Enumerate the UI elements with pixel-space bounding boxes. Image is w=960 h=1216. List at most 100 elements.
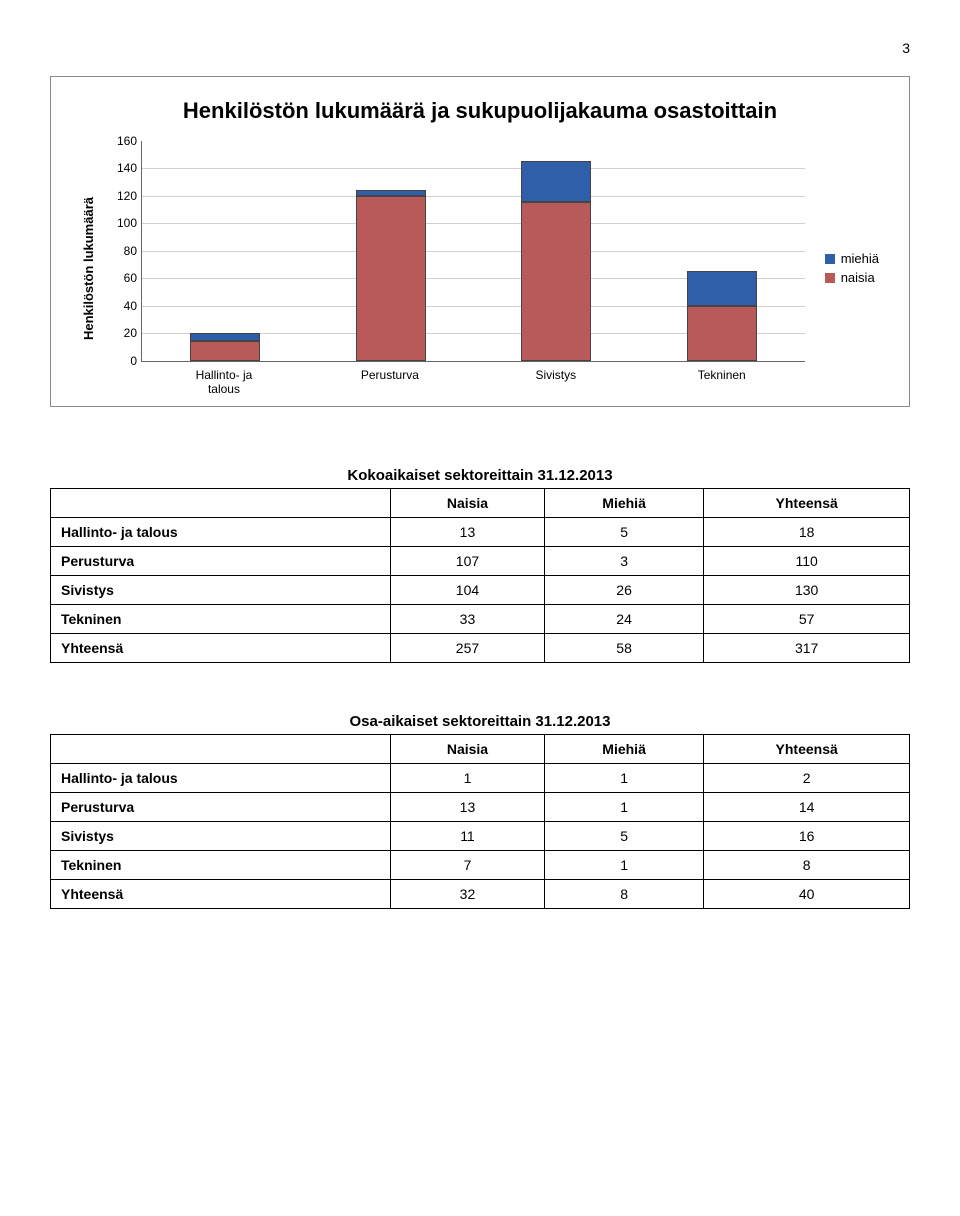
legend-swatch (825, 254, 835, 264)
data-cell: 13 (391, 793, 545, 822)
data-cell: 7 (391, 851, 545, 880)
y-tick: 140 (107, 161, 137, 175)
data-cell: 1 (544, 851, 704, 880)
data-cell: 1 (544, 764, 704, 793)
table-header-cell: Miehiä (544, 735, 704, 764)
row-label-cell: Tekninen (51, 851, 391, 880)
table-header-cell: Yhteensä (704, 735, 910, 764)
bars-row (142, 141, 805, 361)
bar-segment (521, 202, 591, 360)
data-cell: 2 (704, 764, 910, 793)
y-tick: 100 (107, 216, 137, 230)
y-tick: 80 (107, 244, 137, 258)
data-cell: 3 (544, 547, 704, 576)
legend-label: miehiä (841, 251, 879, 266)
table-row: Yhteensä32840 (51, 880, 910, 909)
table-header-cell (51, 489, 391, 518)
table-header-cell: Miehiä (544, 489, 704, 518)
bar-group (521, 161, 591, 360)
table-row: Sivistys11516 (51, 822, 910, 851)
bar-segment (521, 161, 591, 202)
table1-title: Kokoaikaiset sektoreittain 31.12.2013 (50, 467, 910, 484)
data-cell: 1 (391, 764, 545, 793)
table-kokoaikaiset: NaisiaMiehiäYhteensäHallinto- ja talous1… (50, 488, 910, 663)
y-tick: 160 (107, 134, 137, 148)
data-cell: 24 (544, 605, 704, 634)
row-label-cell: Yhteensä (51, 880, 391, 909)
data-cell: 8 (544, 880, 704, 909)
row-label-cell: Hallinto- ja talous (51, 764, 391, 793)
row-label-cell: Sivistys (51, 576, 391, 605)
data-cell: 5 (544, 518, 704, 547)
data-cell: 26 (544, 576, 704, 605)
plot-area: 020406080100120140160 (141, 141, 805, 362)
table-row: Perusturva1073110 (51, 547, 910, 576)
y-tick: 40 (107, 299, 137, 313)
row-label-cell: Hallinto- ja talous (51, 518, 391, 547)
row-label-cell: Sivistys (51, 822, 391, 851)
data-cell: 317 (704, 634, 910, 663)
bar-segment (190, 341, 260, 360)
table-header-cell: Naisia (391, 489, 545, 518)
legend-swatch (825, 273, 835, 283)
data-cell: 32 (391, 880, 545, 909)
table-row: Yhteensä25758317 (51, 634, 910, 663)
x-axis-labels: Hallinto- ja talous Perusturva Sivistys Tek… (141, 368, 805, 397)
legend-label: naisia (841, 270, 875, 285)
data-cell: 130 (704, 576, 910, 605)
data-cell: 18 (704, 518, 910, 547)
data-cell: 257 (391, 634, 545, 663)
row-label-cell: Perusturva (51, 793, 391, 822)
data-cell: 11 (391, 822, 545, 851)
bar-segment (356, 196, 426, 361)
data-cell: 107 (391, 547, 545, 576)
bar-group (356, 190, 426, 361)
table-header-cell (51, 735, 391, 764)
table-row: Perusturva13114 (51, 793, 910, 822)
data-cell: 13 (391, 518, 545, 547)
table-row: Tekninen718 (51, 851, 910, 880)
legend: miehiä naisia (825, 247, 879, 289)
table-header-cell: Yhteensä (704, 489, 910, 518)
chart-container: Henkilöstön lukumäärä ja sukupuolijakaum… (50, 76, 910, 407)
x-tick-label: Perusturva (345, 368, 435, 397)
x-tick-label: Sivistys (511, 368, 601, 397)
bar-segment (190, 333, 260, 341)
y-axis-label: Henkilöstön lukumäärä (81, 197, 96, 340)
legend-item: naisia (825, 270, 879, 285)
data-cell: 8 (704, 851, 910, 880)
bar-group (190, 333, 260, 361)
table-header-cell: Naisia (391, 735, 545, 764)
table-row: Hallinto- ja talous13518 (51, 518, 910, 547)
bar-segment (687, 306, 757, 361)
table-row: Tekninen332457 (51, 605, 910, 634)
chart-title: Henkilöstön lukumäärä ja sukupuolijakaum… (81, 97, 879, 126)
data-cell: 104 (391, 576, 545, 605)
table-row: Hallinto- ja talous112 (51, 764, 910, 793)
table-row: Sivistys10426130 (51, 576, 910, 605)
data-cell: 33 (391, 605, 545, 634)
row-label-cell: Perusturva (51, 547, 391, 576)
table-osa-aikaiset: NaisiaMiehiäYhteensäHallinto- ja talous1… (50, 734, 910, 909)
bar-segment (687, 271, 757, 305)
table2-title: Osa-aikaiset sektoreittain 31.12.2013 (50, 713, 910, 730)
y-tick: 120 (107, 189, 137, 203)
x-tick-label: Hallinto- ja talous (179, 368, 269, 397)
y-tick: 60 (107, 271, 137, 285)
data-cell: 110 (704, 547, 910, 576)
data-cell: 5 (544, 822, 704, 851)
data-cell: 40 (704, 880, 910, 909)
legend-item: miehiä (825, 251, 879, 266)
data-cell: 58 (544, 634, 704, 663)
row-label-cell: Tekninen (51, 605, 391, 634)
data-cell: 57 (704, 605, 910, 634)
y-tick: 0 (107, 354, 137, 368)
data-cell: 1 (544, 793, 704, 822)
row-label-cell: Yhteensä (51, 634, 391, 663)
bar-group (687, 271, 757, 360)
y-tick: 20 (107, 326, 137, 340)
data-cell: 16 (704, 822, 910, 851)
page-number: 3 (50, 40, 910, 56)
data-cell: 14 (704, 793, 910, 822)
x-tick-label: Tekninen (677, 368, 767, 397)
